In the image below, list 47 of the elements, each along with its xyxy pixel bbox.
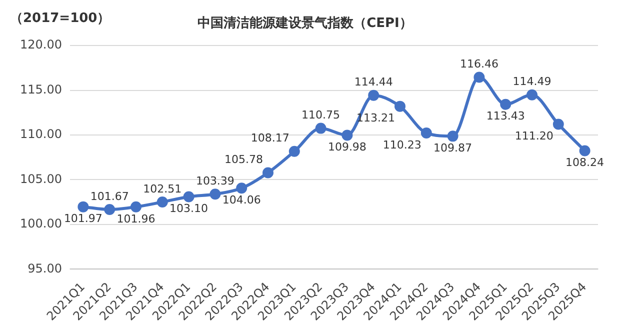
y-tick-label: 95.00 — [28, 261, 62, 276]
data-label: 113.43 — [486, 110, 525, 123]
y-tick-label: 120.00 — [20, 38, 62, 52]
data-label: 114.44 — [354, 76, 393, 89]
point — [394, 100, 406, 112]
point — [288, 146, 300, 157]
data-label: 114.49 — [512, 75, 552, 88]
data-label: 110.23 — [382, 138, 422, 152]
point — [210, 188, 221, 200]
data-label: 101.96 — [116, 212, 156, 226]
point — [552, 118, 564, 130]
point — [447, 130, 458, 142]
point — [78, 201, 89, 212]
point — [315, 122, 326, 134]
y-tick-label: 105.00 — [20, 172, 62, 186]
point — [420, 127, 432, 138]
data-label: 109.98 — [328, 140, 366, 154]
data-label: 103.39 — [196, 174, 234, 188]
point — [236, 182, 248, 194]
data-label: 108.24 — [566, 156, 604, 170]
point — [579, 145, 590, 156]
data-label: 101.97 — [64, 212, 102, 226]
data-label: 102.51 — [143, 182, 182, 196]
point — [104, 204, 116, 216]
point — [130, 201, 142, 212]
data-label: 110.75 — [302, 108, 340, 122]
point — [526, 89, 538, 100]
data-label: 111.20 — [514, 130, 554, 143]
point — [500, 98, 512, 110]
data-label: 101.67 — [90, 190, 129, 203]
y-tick-label: 110.00 — [20, 127, 62, 142]
point — [474, 72, 485, 83]
data-label: 108.17 — [250, 132, 290, 145]
data-label: 116.46 — [460, 58, 498, 71]
y-tick-label: 115.00 — [20, 82, 62, 96]
y-axis-title: （2017=100） — [10, 10, 110, 26]
chart-title: 中国清洁能源建设景气指数（CEPI） — [198, 15, 412, 32]
point — [368, 90, 380, 101]
data-label: 104.06 — [222, 193, 261, 206]
point — [342, 130, 353, 141]
y-tick-label: 100.00 — [20, 216, 62, 231]
data-label: 109.87 — [434, 142, 472, 155]
point — [262, 167, 274, 178]
data-label: 103.10 — [170, 202, 208, 216]
point — [183, 191, 194, 202]
point — [156, 196, 168, 208]
data-label: 105.78 — [224, 153, 263, 166]
